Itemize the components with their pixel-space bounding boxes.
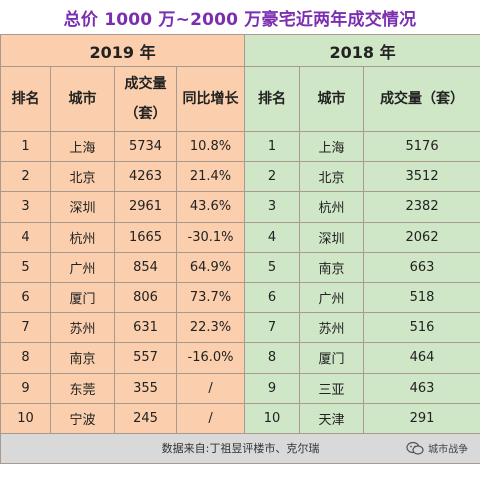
growth-2019-cell: 43.6%: [175, 191, 246, 223]
city-2019-cell: 北京: [50, 161, 115, 193]
city-2019-cell: 深圳: [50, 191, 115, 223]
city-2019-cell: 厦门: [50, 281, 115, 314]
volume-2019-cell: 355: [114, 372, 177, 404]
table-row: 8 南京 557 -16.0% 8 厦门 464: [0, 342, 480, 374]
volume-2019-cell: 4263: [114, 161, 177, 193]
volume-2018-cell: 663: [363, 251, 480, 283]
rank-2018-cell: 8: [244, 342, 301, 374]
rank-2019-cell: 4: [0, 221, 51, 253]
col-header-city-2018: 城市: [299, 66, 365, 132]
city-2018-cell: 苏州: [299, 312, 365, 344]
volume-2019-cell: 245: [114, 402, 177, 434]
logo: 城市战争: [406, 441, 468, 456]
volume-2018-cell: 2382: [363, 191, 480, 223]
logo-text: 城市战争: [428, 444, 469, 456]
city-2018-cell: 广州: [299, 281, 365, 314]
rank-2019-cell: 1: [0, 130, 51, 163]
city-2018-cell: 三亚: [299, 372, 365, 404]
table-row: 2 北京 4263 21.4% 2 北京 3512: [0, 161, 480, 193]
city-2018-cell: 上海: [299, 130, 365, 163]
city-2019-cell: 杭州: [50, 221, 115, 253]
table-row: 5 广州 854 64.9% 5 南京 663: [0, 251, 480, 283]
volume-2018-cell: 464: [363, 342, 480, 374]
rank-2018-cell: 5: [244, 251, 301, 283]
col-header-volume-2018: 成交量（套）: [363, 66, 480, 132]
growth-2019-cell: 22.3%: [175, 312, 246, 344]
rank-2019-cell: 10: [0, 402, 51, 434]
volume-2019-cell: 854: [114, 251, 177, 283]
city-2018-cell: 厦门: [299, 342, 365, 374]
col-header-growth-2019: 同比增长: [175, 66, 246, 132]
rank-2018-cell: 1: [244, 130, 301, 163]
year-2019-header: 2019 年: [0, 34, 246, 67]
rank-2018-cell: 9: [244, 372, 301, 404]
volume-2019-cell: 631: [114, 312, 177, 344]
year-2018-header: 2018 年: [244, 34, 480, 67]
growth-2019-cell: 21.4%: [175, 161, 246, 193]
col-header-rank-2018: 排名: [244, 66, 301, 132]
footer: 数据来自:丁祖昱评楼市、克尔瑞 城市战争: [0, 432, 480, 464]
source-note: 数据来自:丁祖昱评楼市、克尔瑞: [161, 442, 320, 456]
volume-2019-cell: 1665: [114, 221, 177, 253]
city-2018-cell: 北京: [299, 161, 365, 193]
rankings-table: 2019 年 2018 年 排名 城市 成交量（套） 同比增长 排名 城市 成交…: [0, 34, 480, 464]
volume-2018-cell: 2062: [363, 221, 480, 253]
col-header-volume-2019: 成交量（套）: [114, 66, 177, 132]
volume-2018-cell: 518: [363, 281, 480, 314]
rank-2019-cell: 5: [0, 251, 51, 283]
volume-2019-cell: 806: [114, 281, 177, 314]
page-title: 总价 1000 万~2000 万豪宅近两年成交情况: [63, 9, 417, 30]
city-2019-cell: 苏州: [50, 312, 115, 344]
volume-2018-cell: 3512: [363, 161, 480, 193]
table-row: 9 东莞 355/9 三亚 463: [0, 372, 480, 404]
growth-2019-cell: 73.7%: [175, 281, 246, 314]
growth-2019-cell: -30.1%: [175, 221, 246, 253]
city-2018-cell: 杭州: [299, 191, 365, 223]
col-header-city-2019: 城市: [50, 66, 115, 132]
city-2019-cell: 宁波: [50, 402, 115, 434]
table-row: 10 宁波 245/10 天津 291: [0, 402, 480, 434]
table-row: 1 上海 5734 10.8% 1 上海 5176: [0, 130, 480, 163]
growth-2019-cell: /: [175, 402, 246, 434]
city-2018-cell: 天津: [299, 402, 365, 434]
rank-2019-cell: 2: [0, 161, 51, 193]
volume-2019-cell: 5734: [114, 130, 177, 163]
growth-2019-cell: 64.9%: [175, 251, 246, 283]
wechat-icon: [406, 441, 424, 455]
volume-2018-cell: 291: [363, 402, 480, 434]
volume-2018-cell: 5176: [363, 130, 480, 163]
city-2018-cell: 南京: [299, 251, 365, 283]
city-2019-cell: 上海: [50, 130, 115, 163]
rank-2019-cell: 3: [0, 191, 51, 223]
table-row: 7 苏州 631 22.3% 7 苏州 516: [0, 312, 480, 344]
rank-2018-cell: 10: [244, 402, 301, 434]
volume-2019-cell: 2961: [114, 191, 177, 223]
table-row: 3 深圳 2961 43.6% 3 杭州 2382: [0, 191, 480, 223]
rank-2018-cell: 4: [244, 221, 301, 253]
rank-2019-cell: 6: [0, 281, 51, 314]
growth-2019-cell: 10.8%: [175, 130, 246, 163]
city-2018-cell: 深圳: [299, 221, 365, 253]
rank-2018-cell: 7: [244, 312, 301, 344]
col-header-rank-2019: 排名: [0, 66, 51, 132]
growth-2019-cell: /: [175, 372, 246, 404]
volume-2019-cell: 557: [114, 342, 177, 374]
rank-2018-cell: 3: [244, 191, 301, 223]
table-row: 4 杭州 1665 -30.1% 4 深圳 2062: [0, 221, 480, 253]
growth-2019-cell: -16.0%: [175, 342, 246, 374]
volume-2018-cell: 516: [363, 312, 480, 344]
rank-2018-cell: 2: [244, 161, 301, 193]
volume-2018-cell: 463: [363, 372, 480, 404]
rank-2019-cell: 8: [0, 342, 51, 374]
rank-2019-cell: 9: [0, 372, 51, 404]
rank-2018-cell: 6: [244, 281, 301, 314]
rank-2019-cell: 7: [0, 312, 51, 344]
table-row: 6 厦门 806 73.7% 6 广州 518: [0, 281, 480, 314]
city-2019-cell: 广州: [50, 251, 115, 283]
city-2019-cell: 东莞: [50, 372, 115, 404]
city-2019-cell: 南京: [50, 342, 115, 374]
